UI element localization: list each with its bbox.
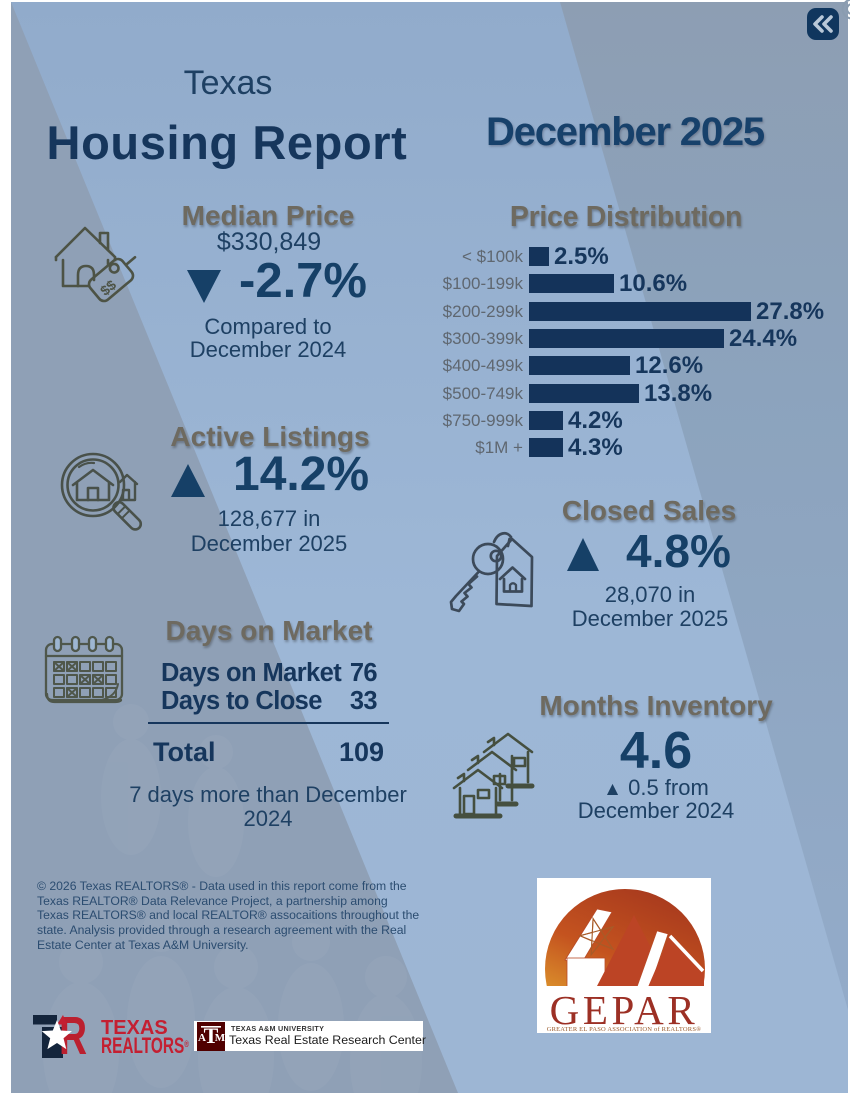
svg-text:M: M xyxy=(215,1032,225,1044)
svg-text:$$: $$ xyxy=(97,276,119,298)
svg-text:GEPAR: GEPAR xyxy=(550,987,699,1033)
svg-text:GREATER EL PASO ASSOCIATION of: GREATER EL PASO ASSOCIATION of REALTORS® xyxy=(547,1026,702,1033)
svg-text:T: T xyxy=(204,1023,219,1048)
svg-text:A: A xyxy=(198,1032,206,1044)
